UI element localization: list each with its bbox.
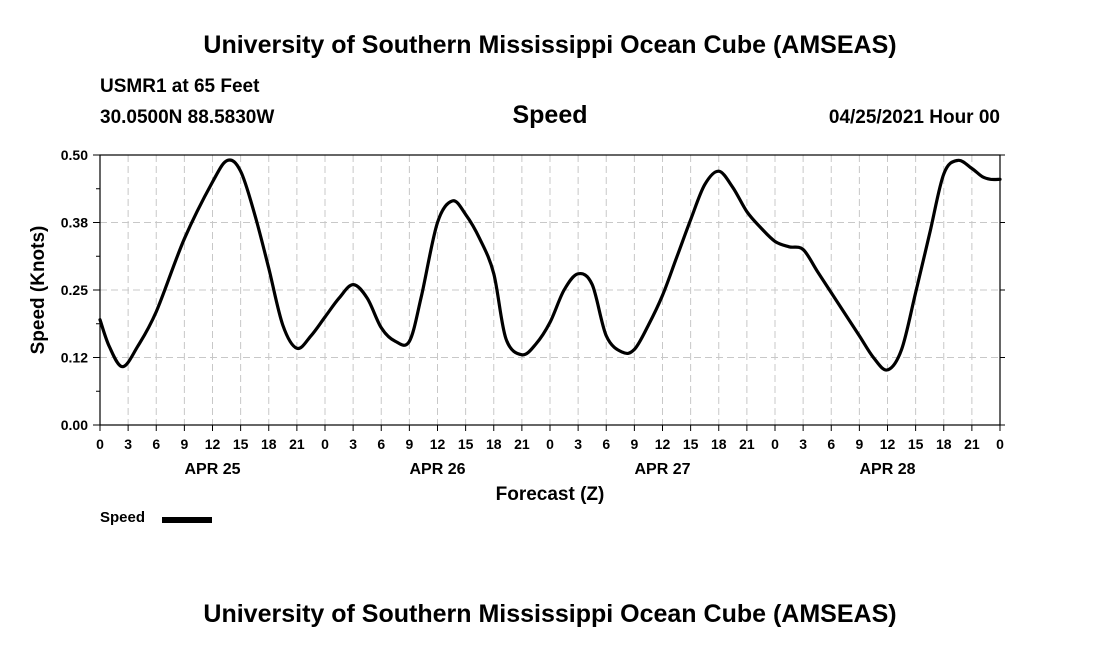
y-axis-label: Speed (Knots)	[28, 226, 49, 355]
x-tick-label: 3	[574, 436, 582, 452]
x-tick-label: 9	[855, 436, 863, 452]
x-tick-label: 0	[996, 436, 1004, 452]
x-tick-label: 15	[908, 436, 924, 452]
x-tick-label: 3	[349, 436, 357, 452]
x-tick-label: 6	[377, 436, 385, 452]
y-tick-label: 0.00	[61, 417, 88, 433]
x-tick-label: 0	[546, 436, 554, 452]
x-tick-label: 9	[630, 436, 638, 452]
x-axis-label: Forecast (Z)	[496, 484, 605, 505]
y-tick-label: 0.38	[61, 215, 88, 231]
footer-title: University of Southern Mississippi Ocean…	[203, 600, 897, 628]
tick-layer: 0 3 6 9 12 15 18 21 0 3 6 9 12 15 18 21 0 3 6 9 12 15 18 21 0 3 6 9…	[61, 147, 1005, 478]
x-tick-label: 9	[405, 436, 413, 452]
x-tick-label: 0	[96, 436, 104, 452]
day-label: APR 28	[859, 461, 915, 478]
day-label: APR 27	[634, 461, 690, 478]
grid-layer	[100, 155, 1000, 425]
x-tick-label: 21	[514, 436, 530, 452]
chart-title: Speed	[512, 101, 588, 129]
y-tick-label: 0.12	[61, 350, 88, 366]
x-tick-label: 18	[936, 436, 952, 452]
x-tick-label: 15	[233, 436, 249, 452]
x-tick-label: 3	[124, 436, 132, 452]
legend-swatch	[162, 517, 212, 523]
x-tick-label: 0	[321, 436, 329, 452]
x-tick-label: 12	[880, 436, 896, 452]
forecast-datetime: 04/25/2021 Hour 00	[828, 107, 1000, 128]
coordinates-label: 30.0500N 88.5830W	[100, 107, 275, 128]
x-tick-label: 15	[683, 436, 699, 452]
y-tick-label: 0.50	[61, 147, 88, 163]
speed-series-line	[98, 158, 1002, 372]
x-tick-label: 12	[430, 436, 446, 452]
station-label: USMR1 at 65 Feet	[100, 76, 260, 97]
x-tick-label: 21	[964, 436, 980, 452]
day-label: APR 26	[409, 461, 465, 478]
page-title: University of Southern Mississippi Ocean…	[203, 31, 897, 59]
x-tick-label: 3	[799, 436, 807, 452]
x-tick-label: 6	[827, 436, 835, 452]
x-tick-label: 18	[711, 436, 727, 452]
x-tick-label: 12	[655, 436, 671, 452]
x-tick-label: 18	[261, 436, 277, 452]
x-tick-label: 0	[771, 436, 779, 452]
x-tick-label: 6	[152, 436, 160, 452]
y-tick-label: 0.25	[61, 282, 88, 298]
day-label: APR 25	[184, 461, 240, 478]
x-tick-label: 6	[602, 436, 610, 452]
x-tick-label: 21	[739, 436, 755, 452]
x-tick-label: 21	[289, 436, 305, 452]
x-tick-label: 12	[205, 436, 221, 452]
x-tick-label: 18	[486, 436, 502, 452]
x-tick-label: 9	[180, 436, 188, 452]
x-tick-label: 15	[458, 436, 474, 452]
legend-label: Speed	[100, 509, 146, 526]
